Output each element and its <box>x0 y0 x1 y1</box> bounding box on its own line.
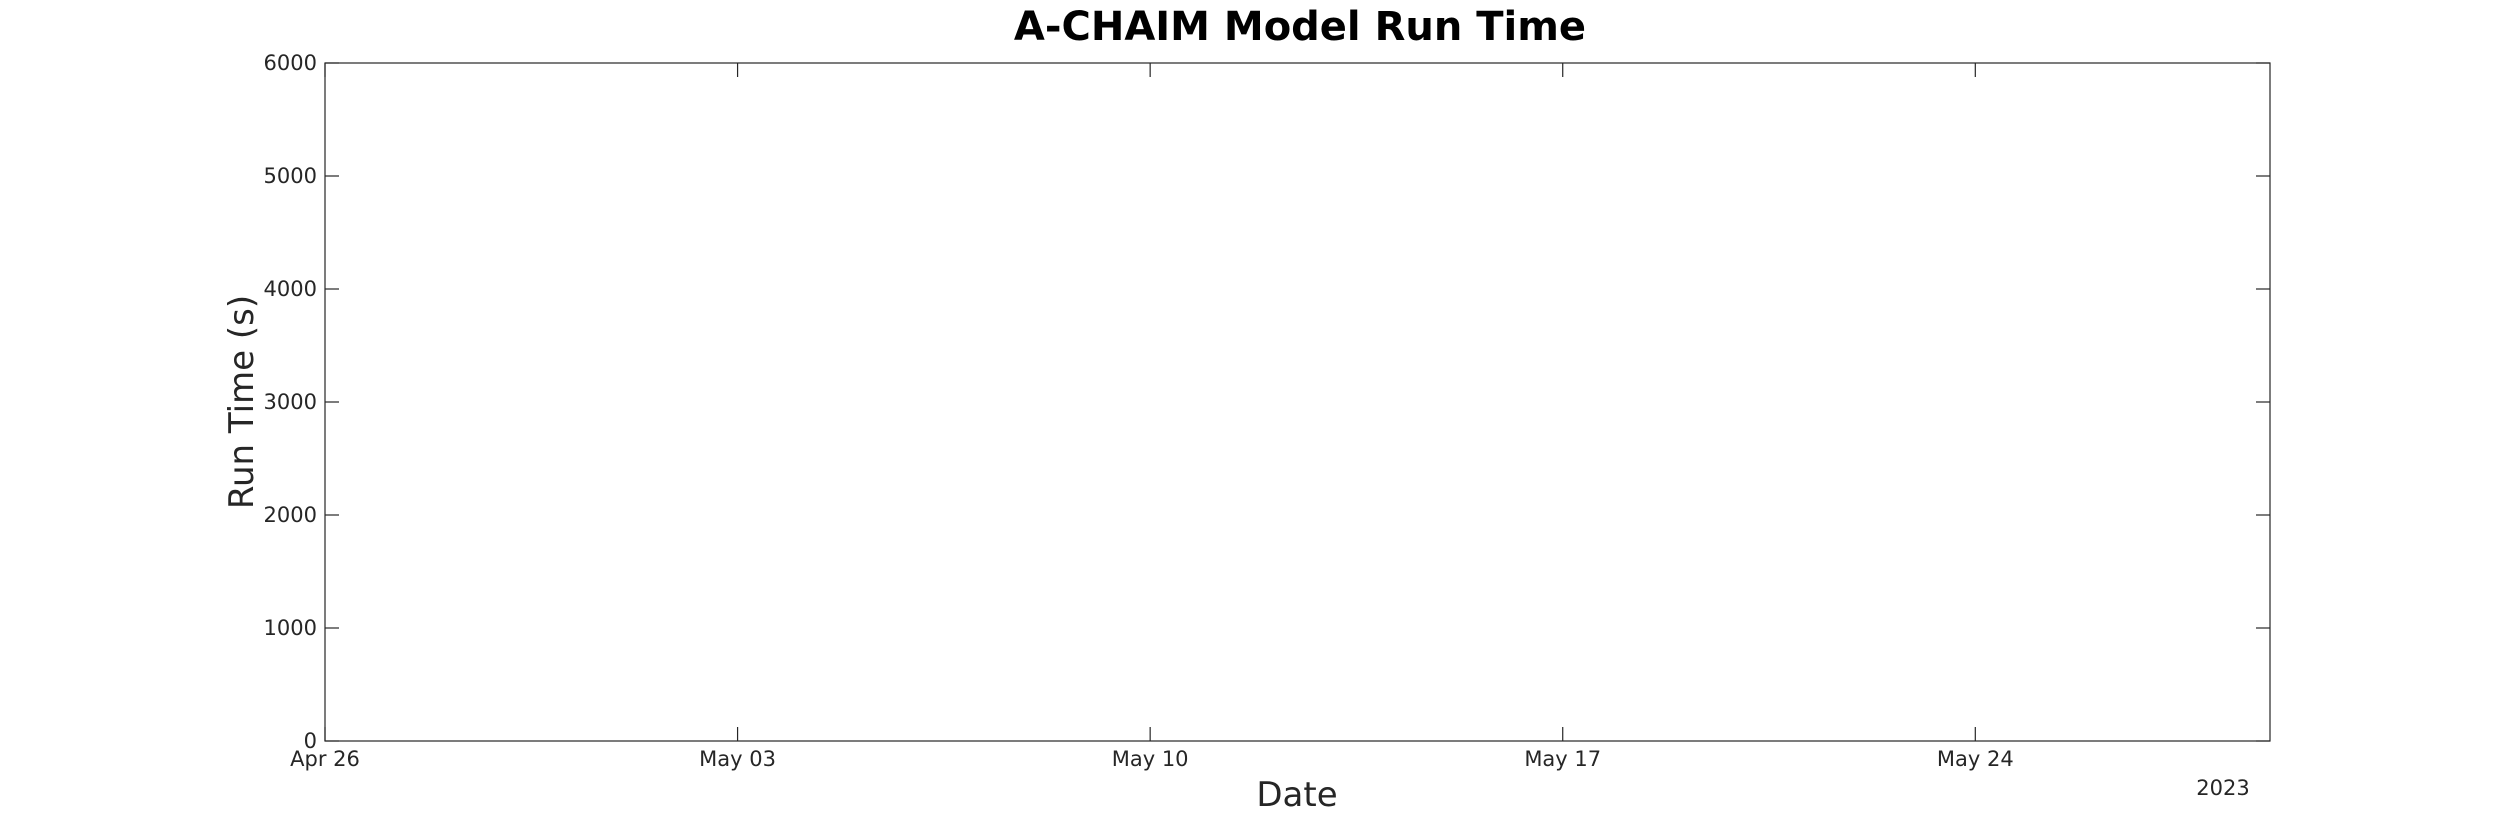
y-tick-label: 1000 <box>264 616 317 640</box>
x-tick-label: May 03 <box>699 747 776 771</box>
x-tick-label: May 24 <box>1937 747 2014 771</box>
x-axis-label: Date <box>1256 775 1337 815</box>
y-tick-label: 3000 <box>264 390 317 414</box>
chart-title: A-CHAIM Model Run Time <box>1014 4 1586 50</box>
y-tick-label: 4000 <box>264 277 317 301</box>
y-tick-label: 6000 <box>264 51 317 75</box>
x-axis: Apr 26 May 03 May 10 May 17 May 24 <box>290 63 2014 771</box>
y-tick-label: 2000 <box>264 503 317 527</box>
x-tick-label: May 17 <box>1524 747 1601 771</box>
y-tick-label: 0 <box>304 729 317 753</box>
y-axis: 0 1000 2000 3000 4000 5000 6000 <box>264 51 2270 753</box>
y-axis-label: Run Time (s) <box>222 295 262 509</box>
x-tick-label: May 10 <box>1112 747 1189 771</box>
y-tick-label: 5000 <box>264 164 317 188</box>
plot-area <box>324 62 2271 742</box>
x-tick-label: Apr 26 <box>290 747 360 771</box>
year-label: 2023 <box>2196 776 2249 800</box>
